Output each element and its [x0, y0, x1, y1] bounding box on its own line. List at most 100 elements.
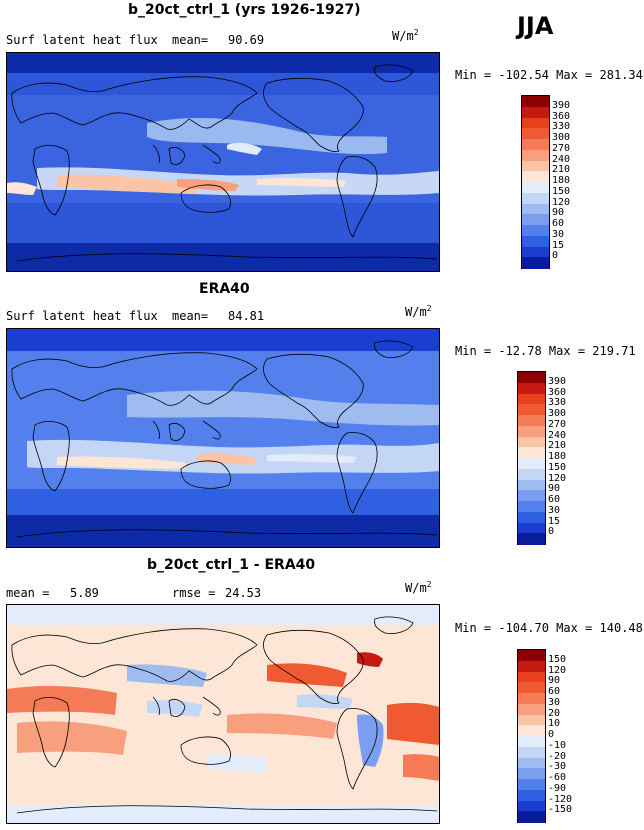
colorbar-swatch [522, 192, 549, 204]
panel1-units: W/m2 [392, 28, 419, 43]
colorbar-swatch [522, 214, 549, 226]
colorbar-swatch [518, 479, 545, 491]
panel1-minmax: Min = -102.54 Max = 281.34 [455, 68, 643, 82]
colorbar-tick-label: -10 [548, 739, 567, 751]
colorbar-swatch [522, 128, 549, 140]
colorbar-tick-label: 30 [552, 228, 565, 240]
colorbar-swatch [518, 757, 545, 769]
colorbar-tick-label: 15 [548, 515, 561, 527]
colorbar-tick-label: 90 [548, 675, 561, 687]
panel1-title: b_20ct_ctrl_1 (yrs 1926-1927) [128, 2, 361, 18]
panel2-variable-label: Surf latent heat flux [6, 309, 158, 323]
panel2-title: ERA40 [199, 281, 250, 297]
colorbar-tick-label: 0 [548, 526, 555, 538]
colorbar-tick-label: 300 [548, 408, 567, 419]
colorbar-swatch [518, 382, 545, 394]
colorbar-swatch [522, 171, 549, 183]
colorbar-tick-label: -30 [548, 761, 567, 773]
panel3-rmse-value: 24.53 [225, 586, 262, 600]
colorbar-swatch [522, 149, 549, 161]
colorbar-swatch [518, 425, 545, 437]
panel1-map [6, 52, 440, 272]
colorbar-swatch [518, 468, 545, 480]
colorbar-tick-label: 330 [552, 121, 571, 133]
colorbar-tick-label: 150 [552, 185, 571, 197]
panel3-map [6, 604, 440, 824]
colorbar-swatch [522, 203, 549, 215]
colorbar-tick-label: 90 [552, 207, 565, 219]
colorbar-swatch [518, 436, 545, 448]
panel3-rmse-label: rmse = [172, 586, 216, 600]
colorbar-swatch [518, 682, 545, 694]
colorbar-2 [517, 371, 546, 545]
colorbar-swatch [522, 182, 549, 194]
colorbar-swatch [518, 779, 545, 791]
colorbar-tick-label: 60 [552, 218, 565, 229]
panel3-mean-label: mean = [6, 586, 50, 600]
colorbar-tick-label: -120 [548, 793, 573, 805]
colorbar-tick-label: -150 [548, 804, 573, 816]
colorbar-swatch [518, 650, 545, 662]
panel2-mean-label: mean= [172, 309, 209, 323]
colorbar-swatch [518, 447, 545, 459]
colorbar-tick-label: 390 [552, 99, 571, 111]
colorbar-tick-label: -60 [548, 772, 567, 783]
colorbar-tick-label: 210 [552, 164, 571, 176]
colorbar-swatch [518, 746, 545, 758]
panel2-mean-value: 84.81 [228, 309, 265, 323]
colorbar-tick-label: 120 [548, 472, 567, 484]
colorbar-tick-label: -20 [548, 750, 567, 762]
colorbar-tick-label: 240 [552, 153, 571, 165]
colorbar-swatch [522, 257, 549, 269]
colorbar-swatch [522, 106, 549, 118]
colorbar-swatch [522, 235, 549, 247]
colorbar-swatch [522, 246, 549, 258]
colorbar-swatch [518, 404, 545, 416]
colorbar-tick-label: 150 [548, 653, 567, 665]
colorbar-tick-label: 0 [552, 250, 559, 262]
panel2-map [6, 328, 440, 548]
colorbar-tick-label: 360 [548, 386, 567, 398]
colorbar-swatch [518, 811, 545, 823]
colorbar-swatch [518, 511, 545, 523]
panel2-minmax: Min = -12.78 Max = 219.71 [455, 344, 636, 358]
colorbar-tick-label: 210 [548, 440, 567, 452]
colorbar-swatch [522, 96, 549, 108]
colorbar-swatch [518, 490, 545, 502]
panel3-mean-value: 5.89 [70, 586, 99, 600]
colorbar-tick-label: 15 [552, 239, 565, 251]
colorbar-tick-label: 150 [548, 461, 567, 473]
colorbar-swatch [522, 225, 549, 237]
colorbar-tick-label: 20 [548, 707, 561, 719]
panel2-units: W/m2 [405, 304, 432, 319]
colorbar-swatch [518, 415, 545, 427]
colorbar-swatch [522, 160, 549, 172]
colorbar-tick-label: 270 [552, 142, 571, 154]
colorbar-swatch [518, 703, 545, 715]
panel3-units: W/m2 [405, 580, 432, 595]
colorbar-tick-label: 300 [552, 132, 571, 143]
panel3-minmax: Min = -104.70 Max = 140.48 [455, 621, 643, 635]
colorbar-swatch [518, 458, 545, 470]
colorbar-1 [521, 95, 550, 269]
colorbar-swatch [518, 725, 545, 737]
colorbar-tick-label: 120 [548, 664, 567, 676]
colorbar-tick-label: 60 [548, 494, 561, 505]
colorbar-swatch [518, 800, 545, 812]
colorbar-tick-label: 10 [548, 718, 561, 730]
colorbar-tick-label: 0 [548, 729, 555, 740]
colorbar-swatch [518, 501, 545, 513]
colorbar-swatch [518, 768, 545, 780]
panel3-title: b_20ct_ctrl_1 - ERA40 [147, 557, 316, 573]
panel1-mean-label: mean= [172, 33, 209, 47]
colorbar-tick-label: 240 [548, 429, 567, 441]
colorbar-swatch [522, 117, 549, 129]
colorbar-tick-label: 390 [548, 375, 567, 387]
colorbar-tick-label: 90 [548, 483, 561, 495]
colorbar-tick-label: 30 [548, 696, 561, 708]
colorbar-swatch [522, 139, 549, 151]
colorbar-tick-label: 120 [552, 196, 571, 208]
colorbar-swatch [518, 522, 545, 534]
colorbar-swatch [518, 693, 545, 705]
colorbar-swatch [518, 372, 545, 384]
